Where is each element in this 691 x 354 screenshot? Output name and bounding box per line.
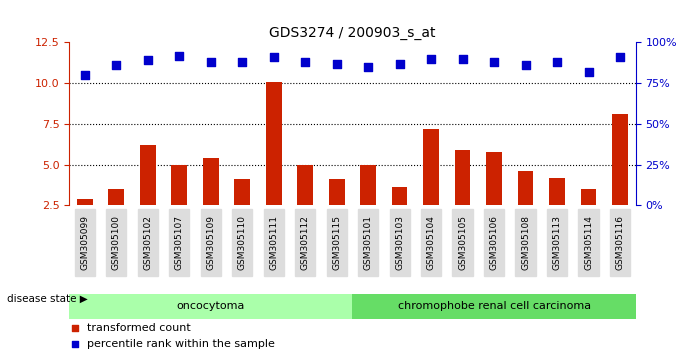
Text: percentile rank within the sample: percentile rank within the sample xyxy=(87,339,274,349)
Text: disease state ▶: disease state ▶ xyxy=(7,294,88,304)
Point xyxy=(205,59,216,65)
Bar xyxy=(549,178,565,205)
Point xyxy=(79,72,91,78)
Bar xyxy=(266,81,281,205)
Point xyxy=(410,129,422,135)
Bar xyxy=(580,189,596,205)
Text: transformed count: transformed count xyxy=(87,323,191,333)
Text: chromophobe renal cell carcinoma: chromophobe renal cell carcinoma xyxy=(397,301,591,311)
Point xyxy=(489,59,500,65)
Point xyxy=(394,61,405,67)
Point xyxy=(300,59,311,65)
FancyBboxPatch shape xyxy=(69,294,352,319)
Bar xyxy=(329,179,345,205)
Bar xyxy=(297,165,313,205)
Point xyxy=(173,53,184,58)
Bar xyxy=(392,187,408,205)
Bar xyxy=(77,199,93,205)
Point xyxy=(551,59,562,65)
Point xyxy=(426,56,437,62)
Point xyxy=(142,58,153,63)
Bar xyxy=(612,114,628,205)
Bar xyxy=(203,158,218,205)
Point xyxy=(410,274,422,279)
Point xyxy=(237,59,248,65)
Bar xyxy=(171,165,187,205)
Point xyxy=(520,62,531,68)
Text: oncocytoma: oncocytoma xyxy=(177,301,245,311)
Bar xyxy=(423,129,439,205)
Point xyxy=(111,62,122,68)
Point xyxy=(457,56,468,62)
Bar xyxy=(486,152,502,205)
Bar xyxy=(455,150,471,205)
Point xyxy=(614,54,625,60)
Point xyxy=(331,61,342,67)
Point xyxy=(363,64,374,70)
Title: GDS3274 / 200903_s_at: GDS3274 / 200903_s_at xyxy=(269,26,435,40)
Bar xyxy=(360,165,376,205)
Bar xyxy=(234,179,250,205)
FancyBboxPatch shape xyxy=(352,294,636,319)
Bar xyxy=(140,145,155,205)
Point xyxy=(268,54,279,60)
Point xyxy=(583,69,594,75)
Bar xyxy=(108,189,124,205)
Bar xyxy=(518,171,533,205)
